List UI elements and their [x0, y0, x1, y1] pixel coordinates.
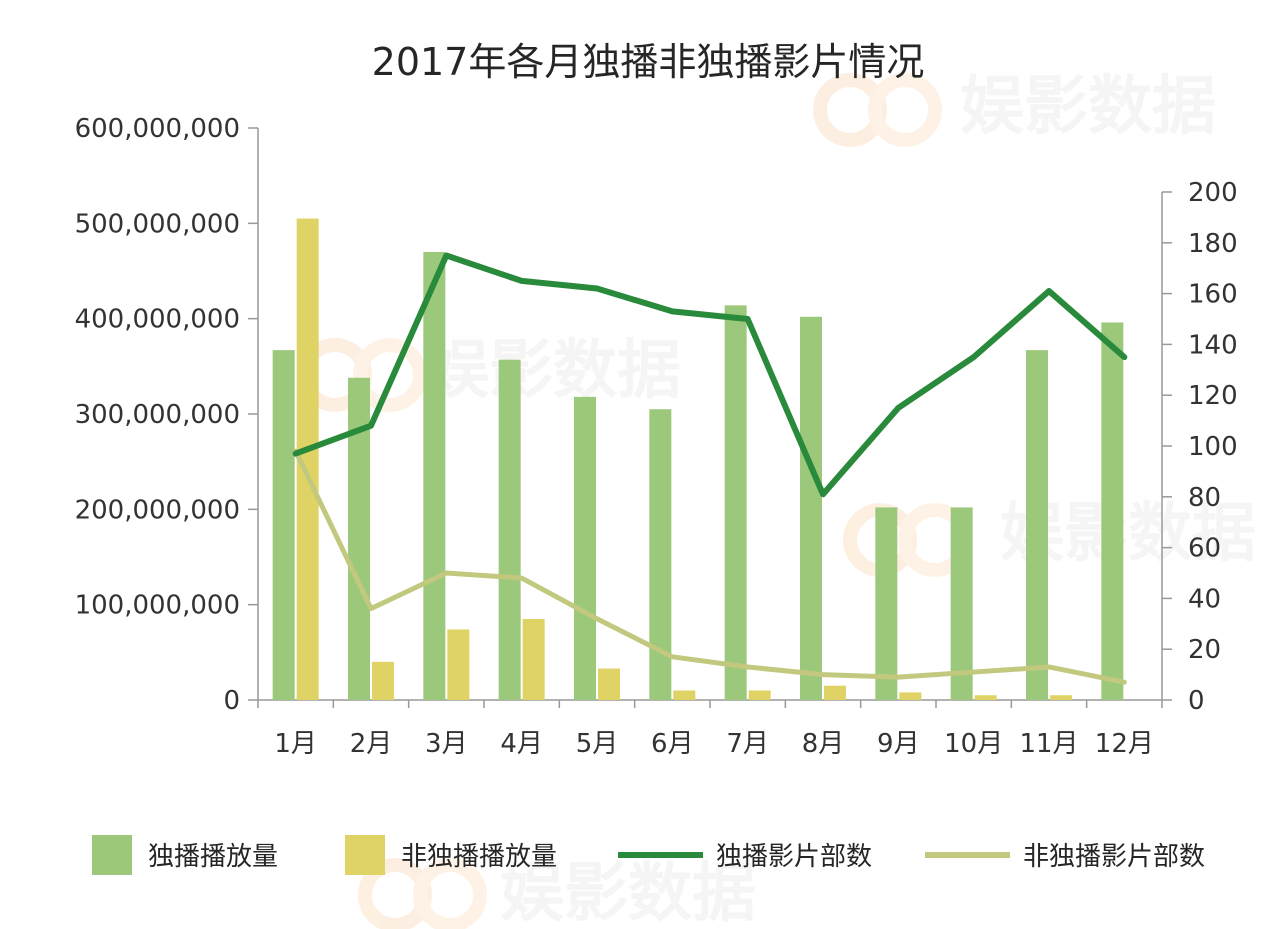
- legend-swatch: [345, 835, 385, 875]
- line-exclusive-count: [292, 252, 1128, 498]
- axes: 0 100,000,000 200,000,000 300,000,000 400,00…: [75, 114, 1238, 759]
- left-tick-label: 500,000,000: [75, 209, 240, 239]
- line-exclusive-count-point: [1122, 355, 1127, 360]
- bar-nonexclusive-plays: [824, 685, 846, 700]
- watermark-text: 娱影数据: [960, 70, 1216, 144]
- bar-nonexclusive-plays: [372, 661, 394, 700]
- line-exclusive-count-point: [519, 278, 524, 283]
- left-tick-label: 200,000,000: [75, 495, 240, 525]
- line-nonexclusive-count-point: [1122, 680, 1127, 685]
- legend: 独播播放量 非独播播放量 独播影片部数 非独播影片部数: [92, 835, 1205, 875]
- watermark-text: 娱影数据: [500, 857, 756, 929]
- line-nonexclusive-count-point: [595, 616, 599, 621]
- bar-nonexclusive-plays: [522, 618, 545, 700]
- right-tick-label: 180: [1188, 229, 1238, 259]
- x-tick-label: 8月: [802, 729, 845, 759]
- x-tick-label: 7月: [726, 729, 769, 759]
- watermark-1: 娱影数据: [813, 70, 1216, 147]
- bar-nonexclusive-plays: [899, 692, 922, 700]
- bar-exclusive-plays: [875, 507, 898, 700]
- bar-nonexclusive-plays: [447, 629, 470, 700]
- line-nonexclusive-count-point: [369, 606, 373, 611]
- bar-nonexclusive-plays: [1050, 695, 1072, 700]
- right-tick-label: 120: [1188, 381, 1238, 411]
- bar-exclusive-plays: [800, 316, 822, 700]
- line-exclusive-count-point: [369, 423, 373, 428]
- line-nonexclusive-count-point: [670, 654, 675, 659]
- chart-title: 2017年各月独播非独播影片情况: [372, 40, 925, 84]
- bar-exclusive-plays: [1101, 322, 1124, 700]
- bar-exclusive-plays: [950, 507, 973, 700]
- line-nonexclusive-count-point: [896, 675, 901, 680]
- line-nonexclusive-count-point: [444, 571, 449, 575]
- right-tick-label: 160: [1188, 280, 1238, 310]
- line-exclusive-count-point: [821, 492, 825, 497]
- watermark-text: 娱影数据: [425, 334, 681, 408]
- legend-label: 非独播播放量: [401, 842, 557, 872]
- bar-nonexclusive-plays: [296, 218, 319, 701]
- left-tick-label: 400,000,000: [75, 305, 240, 335]
- line-nonexclusive-count-point: [1047, 664, 1051, 669]
- x-tick-label: 2月: [350, 729, 393, 759]
- right-tick-label: 100: [1188, 432, 1238, 462]
- line-nonexclusive-count-point: [971, 670, 976, 675]
- right-tick-label: 20: [1188, 635, 1221, 665]
- legend-swatch: [92, 835, 132, 875]
- x-tick-label: 6月: [651, 729, 694, 759]
- x-tick-label: 5月: [576, 729, 619, 759]
- legend-label: 非独播影片部数: [1023, 842, 1205, 872]
- bar-exclusive-plays: [423, 251, 446, 700]
- x-tick-label: 1月: [274, 729, 317, 759]
- bar-exclusive-plays: [498, 359, 521, 700]
- x-tick-label: 9月: [877, 729, 920, 759]
- legend-label: 独播播放量: [148, 842, 278, 872]
- x-tick-label: 11月: [1019, 729, 1078, 759]
- x-tick-label: 3月: [425, 729, 468, 759]
- line-nonexclusive-count-point: [519, 576, 524, 581]
- line-nonexclusive-count-point: [745, 664, 750, 669]
- bar-exclusive-plays: [1026, 350, 1048, 700]
- right-tick-label: 200: [1188, 178, 1238, 208]
- bar-exclusive-plays: [724, 305, 747, 700]
- line-exclusive-count-point: [896, 405, 901, 410]
- bar-nonexclusive-plays: [673, 690, 696, 700]
- right-tick-label: 40: [1188, 584, 1221, 614]
- right-tick-label: 60: [1188, 534, 1221, 564]
- bar-nonexclusive-plays: [974, 695, 997, 700]
- watermark-2: 娱影数据: [298, 334, 681, 412]
- x-tick-label: 12月: [1095, 729, 1154, 759]
- left-tick-label: 300,000,000: [75, 400, 240, 430]
- line-exclusive-count-point: [971, 355, 976, 360]
- bars: [272, 218, 1124, 701]
- bar-exclusive-plays: [649, 409, 672, 700]
- line-nonexclusive-count-point: [821, 672, 825, 677]
- line-exclusive-count-point: [444, 253, 449, 258]
- line-exclusive-count-point: [1047, 289, 1051, 294]
- bar-exclusive-plays: [272, 350, 295, 700]
- left-tick-label: 100,000,000: [75, 591, 240, 621]
- left-tick-label: 600,000,000: [75, 114, 240, 144]
- legend-label: 独播影片部数: [716, 842, 872, 872]
- left-tick-label: 0: [223, 686, 240, 716]
- right-tick-label: 80: [1188, 483, 1221, 513]
- line-exclusive-count-point: [670, 309, 675, 314]
- x-tick-label: 4月: [500, 729, 543, 759]
- bar-nonexclusive-plays: [748, 690, 771, 700]
- bar-nonexclusive-plays: [598, 668, 620, 700]
- right-tick-label: 0: [1188, 686, 1205, 716]
- bar-exclusive-plays: [574, 396, 596, 700]
- x-tick-label: 10月: [944, 729, 1003, 759]
- lines: [292, 252, 1128, 685]
- line-exclusive-count-point: [293, 451, 298, 456]
- line-exclusive-count-point: [595, 286, 599, 291]
- right-tick-label: 140: [1188, 330, 1238, 360]
- watermark-4: 娱影数据: [358, 857, 756, 929]
- line-nonexclusive-count: [293, 448, 1127, 685]
- line-exclusive-count-point: [745, 317, 750, 321]
- bar-exclusive-plays: [348, 377, 370, 700]
